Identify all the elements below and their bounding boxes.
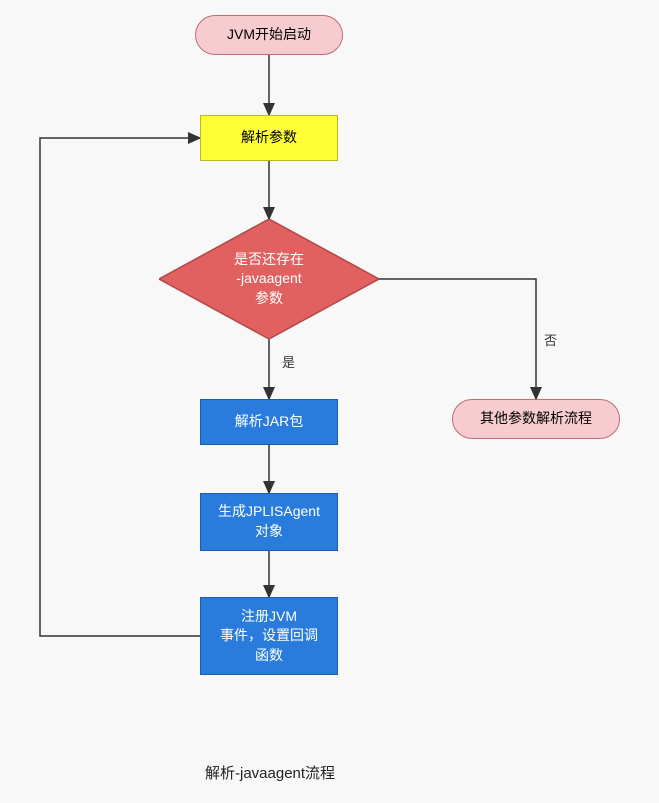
node-other: 其他参数解析流程 (452, 399, 620, 439)
edge-6 (379, 279, 536, 399)
edge-label-2: 是 (282, 352, 295, 371)
diagram-caption: 解析-javaagent流程 (205, 762, 335, 783)
node-label-gen_agent: 生成JPLISAgent对象 (218, 502, 320, 541)
edge-label-6: 否 (544, 330, 557, 349)
edge-5 (40, 138, 200, 636)
node-label-register: 注册JVM事件，设置回调函数 (220, 607, 318, 666)
node-start: JVM开始启动 (195, 15, 343, 55)
node-parse_jar: 解析JAR包 (200, 399, 338, 445)
node-label-decision: 是否还存在-javaagent参数 (159, 219, 379, 339)
node-label-start: JVM开始启动 (227, 25, 311, 45)
node-label-other: 其他参数解析流程 (480, 409, 592, 429)
node-label-parse_jar: 解析JAR包 (235, 412, 303, 432)
node-parse_args: 解析参数 (200, 115, 338, 161)
node-label-parse_args: 解析参数 (241, 128, 297, 148)
node-register: 注册JVM事件，设置回调函数 (200, 597, 338, 675)
node-decision: 是否还存在-javaagent参数 (159, 219, 379, 339)
node-gen_agent: 生成JPLISAgent对象 (200, 493, 338, 551)
